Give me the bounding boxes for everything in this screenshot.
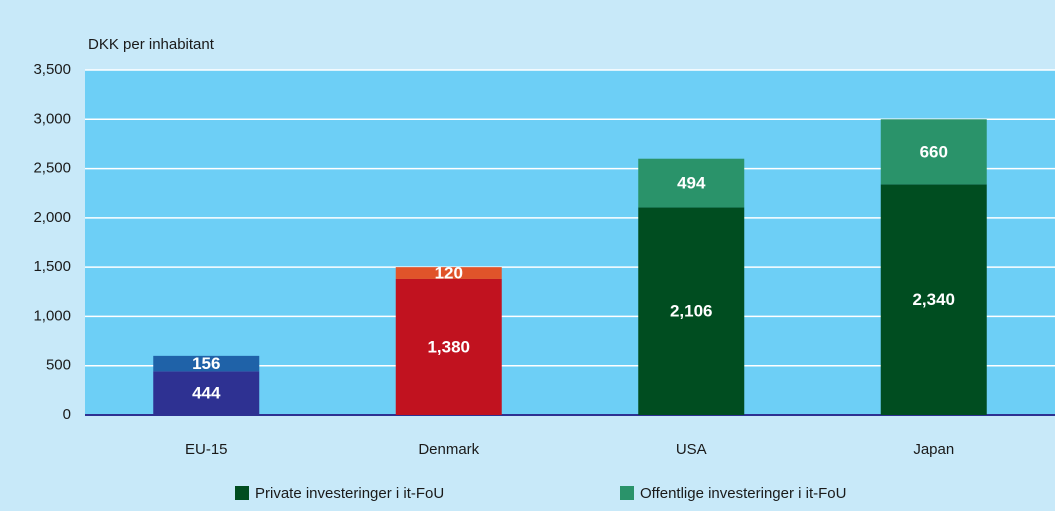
y-axis-label: DKK per inhabitant (88, 36, 215, 53)
value-label: 660 (920, 142, 948, 161)
y-tick-label: 2,500 (33, 160, 71, 177)
bar-segment (395, 267, 502, 279)
bar-segment (880, 119, 987, 185)
y-tick-label: 1,500 (33, 258, 71, 275)
legend-swatch (620, 486, 634, 500)
y-tick-label: 3,500 (33, 61, 71, 78)
bar-segment (638, 207, 745, 415)
value-label: 2,340 (912, 290, 955, 309)
legend-swatch (235, 486, 249, 500)
bar-segment (395, 278, 502, 415)
y-tick-label: 500 (46, 357, 71, 374)
x-tick-label: Japan (913, 441, 954, 458)
y-tick-label: 2,000 (33, 209, 71, 226)
y-tick-label: 1,000 (33, 307, 71, 324)
value-label: 120 (435, 264, 463, 283)
legend-label: Private investeringer i it-FoU (255, 485, 444, 502)
x-tick-label: Denmark (418, 441, 479, 458)
x-tick-label: USA (676, 441, 707, 458)
value-label: 2,106 (670, 302, 713, 321)
bar-segment (880, 184, 987, 415)
y-tick-label: 0 (63, 406, 71, 423)
x-tick-label: EU-15 (185, 441, 228, 458)
bar-segment (153, 371, 260, 415)
value-label: 494 (677, 174, 706, 193)
value-label: 444 (192, 384, 221, 403)
legend-label: Offentlige investeringer i it-FoU (640, 485, 846, 502)
bar-segment (638, 158, 745, 208)
value-label: 1,380 (427, 337, 470, 356)
bar-segment (153, 355, 260, 372)
y-tick-label: 3,000 (33, 110, 71, 127)
value-label: 156 (192, 354, 220, 373)
